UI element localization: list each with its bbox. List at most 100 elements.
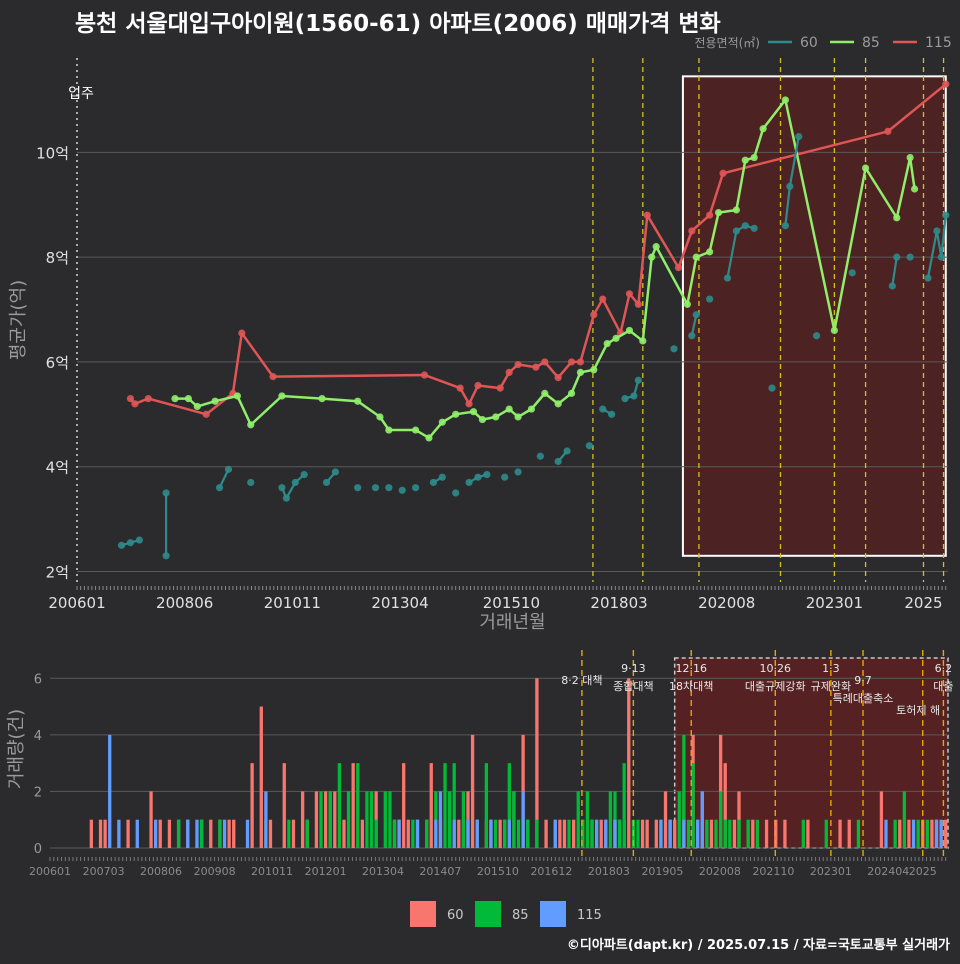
- data-point-60: [501, 473, 509, 481]
- data-point-60: [215, 484, 224, 492]
- bar-85: [714, 819, 718, 848]
- x-tick-label: 201803: [588, 865, 630, 878]
- bar-85: [443, 763, 447, 848]
- legend-swatch-115: [540, 901, 566, 927]
- x-axis-title: 거래년월: [479, 612, 545, 633]
- data-point-85: [732, 206, 740, 214]
- data-point-60: [411, 484, 420, 492]
- legend-label-115: 115: [925, 35, 952, 51]
- y-tick-label: 10억: [36, 144, 69, 162]
- data-point-60: [732, 227, 740, 235]
- bar-85: [686, 819, 691, 848]
- x-tick-label: 201304: [371, 594, 428, 612]
- data-point-60: [354, 484, 362, 492]
- data-point-115: [496, 384, 504, 392]
- bar-60: [227, 819, 231, 848]
- bar-115: [108, 734, 112, 848]
- series-segment-60: [726, 230, 738, 279]
- x-tick-label: 200703: [83, 865, 125, 878]
- data-point-60: [247, 478, 255, 487]
- bar-85: [581, 819, 585, 848]
- x-tick-label: 202008: [699, 865, 741, 878]
- data-point-60: [906, 253, 914, 261]
- bar-60: [847, 819, 851, 848]
- bar-85: [388, 791, 392, 848]
- bar-85: [590, 819, 594, 848]
- bar-60: [103, 819, 107, 848]
- data-point-60: [536, 452, 544, 460]
- bar-115: [195, 819, 199, 848]
- bar-60: [562, 819, 567, 848]
- data-point-60: [371, 484, 380, 492]
- series-segment-60: [926, 230, 938, 279]
- data-point-85: [652, 243, 660, 251]
- data-point-60: [126, 539, 135, 547]
- x-tick-label: 202110: [752, 865, 794, 878]
- data-point-60: [848, 269, 856, 277]
- bar-115: [222, 819, 227, 848]
- x-tick-label: 201407: [419, 865, 461, 878]
- bar-60: [732, 819, 737, 848]
- data-point-60: [117, 541, 126, 549]
- legend-title: 전용면적(㎡): [694, 36, 760, 50]
- data-point-115: [576, 358, 585, 366]
- bar-85: [392, 819, 397, 848]
- data-point-85: [233, 392, 241, 400]
- data-point-115: [590, 311, 598, 319]
- series-segment-60: [784, 186, 791, 226]
- bar-60: [783, 819, 787, 848]
- bar-85: [705, 819, 709, 848]
- data-point-60: [608, 410, 616, 418]
- data-point-85: [478, 415, 487, 424]
- bar-85: [567, 819, 571, 848]
- data-point-115: [706, 211, 714, 219]
- data-point-60: [563, 447, 571, 455]
- x-tick-label: 200908: [194, 865, 236, 878]
- bar-115: [553, 819, 557, 848]
- bar-60: [806, 819, 810, 848]
- data-point-85: [576, 368, 585, 376]
- bar-85: [452, 763, 456, 848]
- data-point-60: [278, 484, 286, 492]
- x-tick-label: 202008: [698, 594, 755, 612]
- bar-115: [264, 791, 268, 848]
- data-point-60: [322, 478, 331, 487]
- bar-60: [709, 819, 714, 848]
- policy-date-label: 8·2 대책: [561, 674, 602, 687]
- bar-60: [457, 819, 461, 848]
- data-point-115: [634, 300, 642, 308]
- bar-60: [402, 763, 406, 848]
- data-point-85: [830, 326, 838, 335]
- bar-85: [617, 819, 622, 848]
- bar-85: [535, 819, 539, 848]
- data-point-60: [398, 486, 406, 494]
- policy-date-label: 9·7: [854, 674, 872, 687]
- bar-85: [218, 819, 222, 848]
- series-segment-60: [940, 215, 947, 258]
- bar-115: [135, 819, 139, 848]
- data-point-85: [193, 402, 201, 411]
- bar-85: [287, 819, 291, 848]
- bar-115: [397, 819, 401, 848]
- bar-85: [199, 819, 204, 848]
- bar-60: [259, 706, 263, 848]
- data-point-115: [884, 127, 892, 135]
- data-point-85: [452, 410, 460, 418]
- bar-60: [930, 819, 934, 848]
- data-point-115: [126, 395, 135, 403]
- data-point-115: [625, 290, 634, 298]
- bar-60: [158, 819, 162, 848]
- data-point-115: [505, 368, 513, 376]
- data-point-115: [541, 358, 549, 366]
- data-point-85: [354, 397, 362, 405]
- bar-115: [434, 819, 438, 848]
- bar-60: [89, 819, 93, 848]
- bar-85: [636, 819, 640, 848]
- bar-60: [351, 763, 355, 848]
- data-point-115: [942, 80, 950, 88]
- bar-115: [613, 819, 617, 848]
- bar-115: [438, 791, 443, 848]
- x-tick-label: 2025: [909, 865, 937, 878]
- bar-85: [893, 819, 897, 848]
- bar-85: [374, 819, 378, 848]
